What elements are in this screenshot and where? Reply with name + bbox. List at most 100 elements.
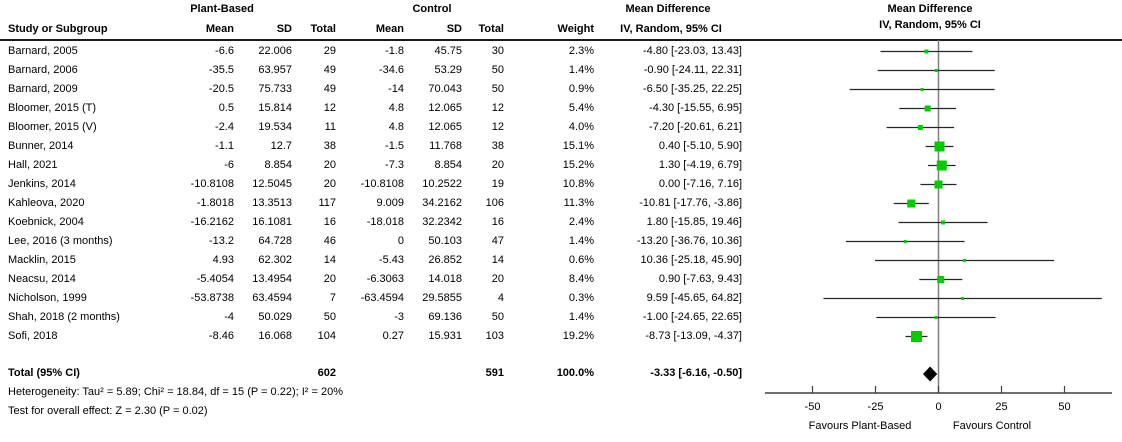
axis-tick-label: 25 [995, 401, 1007, 413]
study-row: Bloomer, 2015 (V) -2.4 19.534 11 4.8 12.065 12… [0, 118, 745, 137]
axis-tick-label: -25 [868, 401, 884, 413]
control-total-cell: 47 [491, 235, 504, 247]
control-mean-cell: -5.43 [378, 254, 404, 266]
estimate-cell: -1.00 [-24.65, 22.65] [642, 311, 742, 323]
control-total-cell: 12 [491, 102, 504, 114]
control-mean-cell: -1.5 [385, 140, 404, 152]
weight-cell: 5.4% [568, 102, 594, 114]
control-sd-cell: 14.018 [428, 273, 462, 285]
control-mean-cell: -7.3 [385, 159, 404, 171]
study-rows: Barnard, 2005 -6.6 22.006 29 -1.8 45.75 30 2.3%… [0, 42, 745, 346]
weight-cell: 0.6% [568, 254, 594, 266]
control-total-cell: 4 [497, 292, 504, 304]
col-plant-mean-header: Mean [205, 23, 234, 35]
plant-sd-cell: 63.4594 [252, 292, 292, 304]
estimate-cell: 9.59 [-45.65, 64.82] [646, 292, 742, 304]
effect-square [934, 69, 938, 72]
plant-sd-cell: 22.006 [258, 45, 292, 57]
estimate-cell: -8.73 [-13.09, -4.37] [645, 330, 742, 342]
control-total-cell: 12 [491, 121, 504, 133]
total-plant-n-cell: 602 [317, 367, 336, 379]
weight-cell: 0.9% [568, 83, 594, 95]
control-mean-cell: -63.4594 [360, 292, 404, 304]
control-mean-cell: -6.3063 [366, 273, 404, 285]
col-control-total-header: Total [478, 23, 504, 35]
study-row: Koebnick, 2004 -16.2162 16.1081 16 -18.018 32… [0, 213, 745, 232]
favours-left-label: Favours Plant-Based [809, 420, 912, 432]
effect-square [934, 316, 938, 319]
study-row: Nicholson, 1999 -53.8738 63.4594 7 -63.4594 2… [0, 289, 745, 308]
estimate-cell: -7.20 [-20.61, 6.21] [649, 121, 742, 133]
study-row: Barnard, 2009 -20.5 75.733 49 -14 70.043 50 0.9… [0, 80, 745, 99]
effect-square [924, 49, 929, 54]
plant-mean-cell: -35.5 [208, 64, 234, 76]
control-total-cell: 20 [491, 159, 504, 171]
plant-total-cell: 20 [323, 273, 336, 285]
control-total-cell: 14 [491, 254, 504, 266]
plant-sd-cell: 12.5045 [252, 178, 292, 190]
total-control-mean-cell [339, 364, 407, 383]
study-name-cell: Barnard, 2006 [8, 64, 78, 76]
total-label: Total (95% CI) [8, 367, 80, 379]
col-study-header: Study or Subgroup [8, 23, 108, 35]
study-row: Shah, 2018 (2 months) -4 50.029 50 -3 69.136 5… [0, 308, 745, 327]
axis-tick-label: 50 [1058, 401, 1070, 413]
weight-cell: 2.4% [568, 216, 594, 228]
group-header-plant-based: Plant-Based [190, 3, 254, 15]
study-name-cell: Hall, 2021 [8, 159, 58, 171]
plant-mean-cell: 0.5 [218, 102, 234, 114]
study-name-cell: Kahleova, 2020 [8, 197, 85, 209]
study-row: Neacsu, 2014 -5.4054 13.4954 20 -6.3063 14.01… [0, 270, 745, 289]
plant-sd-cell: 19.534 [258, 121, 292, 133]
study-name-cell: Koebnick, 2004 [8, 216, 84, 228]
effect-square [924, 105, 931, 112]
estimate-cell: -4.30 [-15.55, 6.95] [649, 102, 742, 114]
control-total-cell: 19 [491, 178, 504, 190]
control-mean-cell: -14 [388, 83, 404, 95]
plant-sd-cell: 13.3513 [252, 197, 292, 209]
effect-square [941, 220, 946, 225]
plant-mean-cell: 4.93 [212, 254, 234, 266]
estimate-cell: -6.50 [-35.25, 22.25] [642, 83, 742, 95]
plant-total-cell: 12 [323, 102, 336, 114]
weight-cell: 15.2% [562, 159, 594, 171]
control-sd-cell: 53.29 [434, 64, 462, 76]
control-sd-cell: 34.2162 [422, 197, 462, 209]
study-row: Kahleova, 2020 -1.8018 13.3513 117 9.009 34.2… [0, 194, 745, 213]
axis-tick-label: -50 [805, 401, 821, 413]
plant-mean-cell: -1.8018 [196, 197, 234, 209]
weight-cell: 1.4% [568, 64, 594, 76]
control-mean-cell: 0 [397, 235, 404, 247]
total-control-sd-cell [407, 364, 465, 383]
control-sd-cell: 45.75 [434, 45, 462, 57]
control-total-cell: 50 [491, 83, 504, 95]
weight-cell: 8.4% [568, 273, 594, 285]
col-control-mean-header: Mean [375, 23, 404, 35]
estimate-cell: -10.81 [-17.76, -3.86] [639, 197, 742, 209]
control-mean-cell: 9.009 [376, 197, 404, 209]
weight-cell: 1.4% [568, 311, 594, 323]
effect-square [903, 240, 907, 243]
weight-cell: 4.0% [568, 121, 594, 133]
control-sd-cell: 26.852 [428, 254, 462, 266]
control-total-cell: 50 [491, 311, 504, 323]
study-row: Bloomer, 2015 (T) 0.5 15.814 12 4.8 12.065 12 5… [0, 99, 745, 118]
col-control-sd-header: SD [446, 23, 462, 35]
weight-cell: 1.4% [568, 235, 594, 247]
plant-mean-cell: -2.4 [215, 121, 234, 133]
plant-sd-cell: 62.302 [258, 254, 292, 266]
control-total-cell: 30 [491, 45, 504, 57]
study-name-cell: Nicholson, 1999 [8, 292, 87, 304]
study-row: Jenkins, 2014 -10.8108 12.5045 20 -10.8108 10… [0, 175, 745, 194]
plant-total-cell: 14 [323, 254, 336, 266]
control-mean-cell: 0.27 [382, 330, 404, 342]
axis-tick-label: 0 [935, 401, 941, 413]
weight-cell: 19.2% [562, 330, 594, 342]
group-header-mean-difference: Mean Difference [625, 3, 711, 15]
estimate-cell: -4.80 [-23.03, 13.43] [642, 45, 742, 57]
overall-effect-text: Test for overall effect: Z = 2.30 (P = 0… [8, 405, 208, 417]
plant-total-cell: 20 [323, 159, 336, 171]
col-weight-header: Weight [557, 23, 594, 35]
plant-sd-cell: 75.733 [258, 83, 292, 95]
plant-total-cell: 7 [329, 292, 336, 304]
